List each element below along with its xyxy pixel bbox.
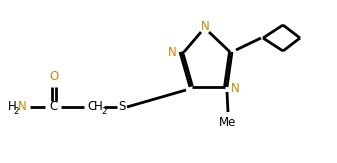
Text: H: H [8,101,17,113]
Text: N: N [201,21,209,34]
Text: O: O [50,69,59,82]
Text: N: N [167,45,176,59]
Text: 2: 2 [101,106,106,116]
Text: N: N [231,82,239,96]
Text: 2: 2 [13,106,19,116]
Text: C: C [49,101,57,113]
Text: Me: Me [219,116,237,128]
Text: H: H [94,101,103,113]
Text: S: S [118,101,126,113]
Text: N: N [18,101,27,113]
Text: C: C [87,101,95,113]
